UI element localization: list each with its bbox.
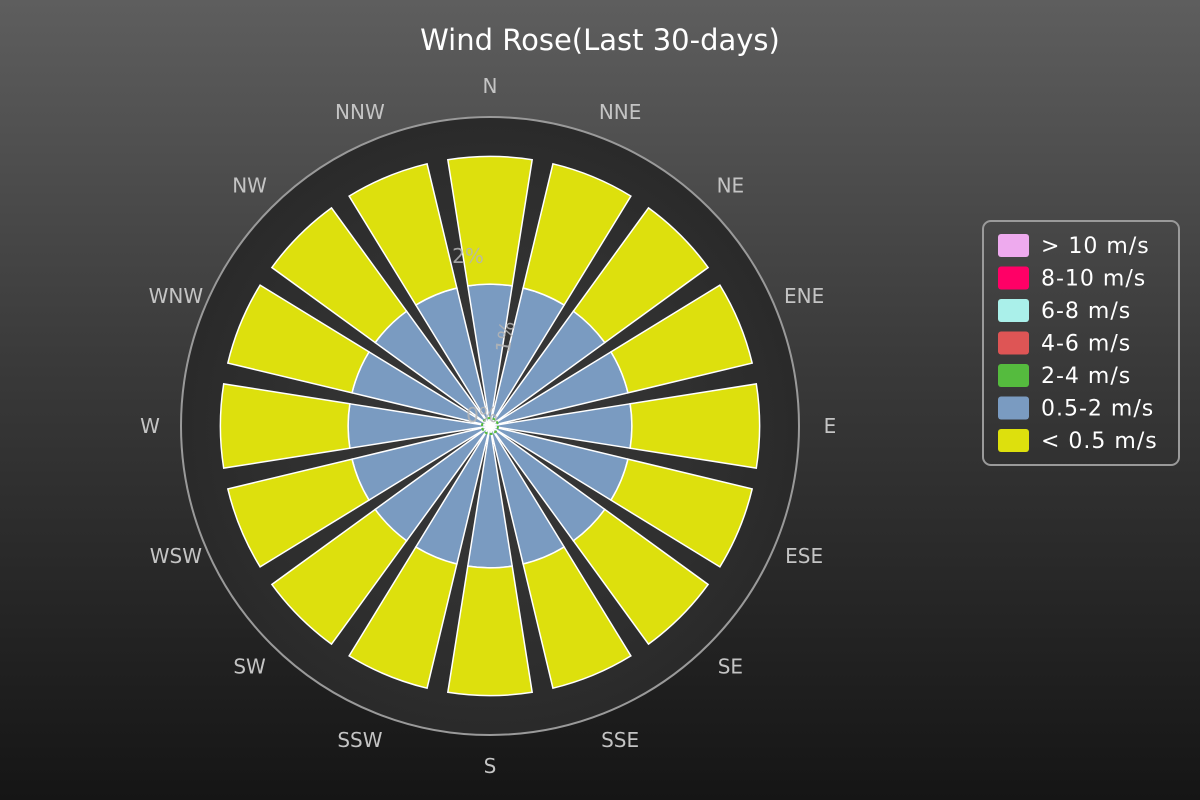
legend-label[interactable]: > 10 m/s xyxy=(1041,234,1150,259)
legend-swatch[interactable] xyxy=(998,429,1029,452)
direction-label-ese: ESE xyxy=(785,544,823,568)
legend-swatch[interactable] xyxy=(998,396,1029,420)
bar-e-0-5-m-s xyxy=(629,382,761,470)
direction-label-w: W xyxy=(140,414,160,438)
bar-wsw-0-5-m-s xyxy=(226,458,371,568)
legend-box xyxy=(982,220,1180,466)
direction-label-ne: NE xyxy=(717,174,745,198)
bar-wnw-0-5-m-s xyxy=(226,284,371,394)
bar-ene-0-5-m-s xyxy=(609,284,754,394)
bar-se-0-5-m-s xyxy=(572,508,710,646)
bar-sw-0-5-m-s xyxy=(270,508,408,646)
bar-sse-0-5-m-s xyxy=(522,545,632,690)
direction-label-sse: SSE xyxy=(601,728,639,752)
legend: > 10 m/s 8-10 m/s 6-8 m/s 4-6 m/s 2-4 m/s 0.5… xyxy=(982,220,1180,466)
direction-label-nne: NNE xyxy=(599,100,642,124)
bar-nw-0-5-m-s xyxy=(270,206,408,344)
bar-s-0-5-m-s xyxy=(446,565,534,697)
direction-label-se: SE xyxy=(718,654,743,678)
bar-ese-0-5-m-s xyxy=(609,458,754,568)
legend-swatch[interactable] xyxy=(998,331,1029,355)
direction-label-nw: NW xyxy=(232,174,267,198)
direction-label-nnw: NNW xyxy=(335,100,385,124)
radial-tick-label: 0% xyxy=(466,403,498,427)
direction-label-wsw: WSW xyxy=(150,544,202,568)
direction-label-n: N xyxy=(483,74,498,98)
legend-label[interactable]: 8-10 m/s xyxy=(1041,267,1146,292)
direction-label-e: E xyxy=(824,414,837,438)
radial-tick-label: 2% xyxy=(452,244,484,268)
bar-ne-0-5-m-s xyxy=(572,206,710,344)
bar-nne-0-5-m-s xyxy=(522,162,632,307)
direction-label-wnw: WNW xyxy=(149,284,204,308)
legend-label[interactable]: 0.5-2 m/s xyxy=(1041,397,1154,422)
direction-label-ene: ENE xyxy=(784,284,824,308)
direction-label-sw: SW xyxy=(233,654,266,678)
legend-label[interactable]: 6-8 m/s xyxy=(1041,299,1131,324)
bars-group xyxy=(219,155,761,697)
legend-swatch[interactable] xyxy=(998,234,1029,257)
direction-labels-group: N NNE NE ENE E ESE SE SSE S SSW SW WSW W WNW NW NNW xyxy=(140,74,836,778)
direction-label-s: S xyxy=(484,754,497,778)
legend-label[interactable]: 2-4 m/s xyxy=(1041,364,1131,389)
radial-tick-label: 1% xyxy=(491,319,520,354)
bar-nnw-0-5-m-s xyxy=(348,162,458,307)
bar-n-0-5-m-s xyxy=(446,155,534,287)
bar-w-0-5-m-s xyxy=(219,382,351,470)
legend-swatch[interactable] xyxy=(998,266,1029,290)
legend-swatch[interactable] xyxy=(998,364,1029,387)
chart-title: Wind Rose(Last 30-days) xyxy=(420,23,780,57)
legend-label[interactable]: 4-6 m/s xyxy=(1041,332,1131,357)
legend-swatch[interactable] xyxy=(998,299,1029,322)
bar-ssw-0-5-m-s xyxy=(348,545,458,690)
direction-label-ssw: SSW xyxy=(337,728,382,752)
radial-ticks-group: 0% 1% 2% xyxy=(452,244,520,427)
center-ring xyxy=(481,417,499,435)
legend-label[interactable]: < 0.5 m/s xyxy=(1041,429,1158,454)
